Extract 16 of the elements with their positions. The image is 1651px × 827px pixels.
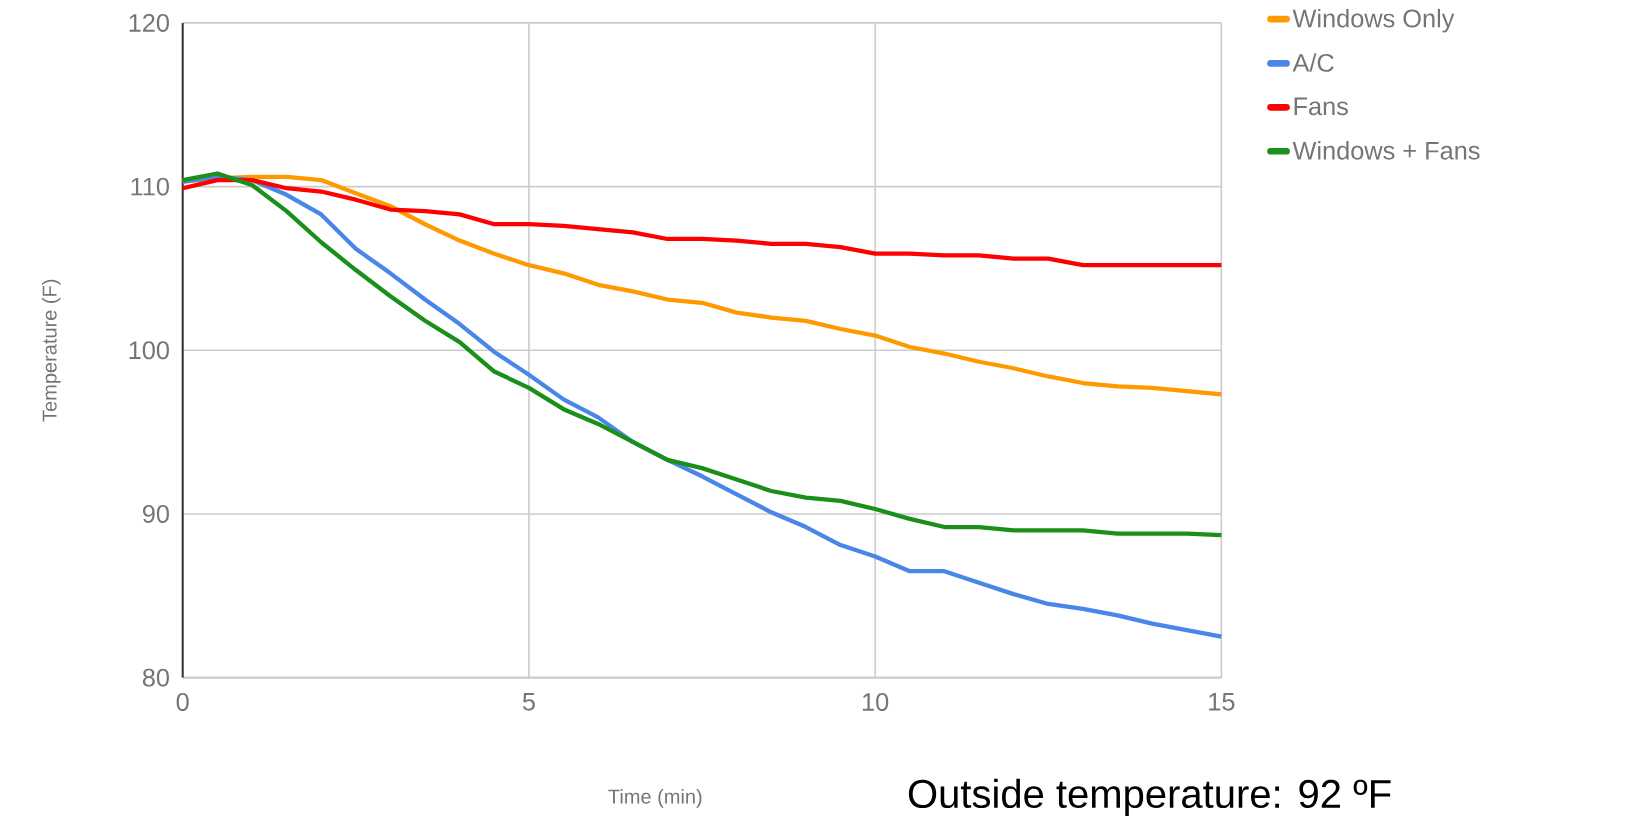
legend-label: A/C (1292, 53, 1334, 72)
x-tick-label: 15 (1209, 693, 1235, 711)
text: Outside temperature: 92 ºF (908, 778, 1391, 817)
x-tick-label: 10 (862, 693, 889, 711)
y-tick-label: 80 (142, 668, 169, 687)
y-tick-label: 90 (142, 504, 169, 523)
y-axis-title: Temperature (F) (41, 279, 61, 422)
x-axis-title: Time (min) (608, 789, 702, 808)
y-tick-label: 100 (129, 341, 169, 360)
y-tick-label: 110 (131, 177, 169, 196)
legend-label: Windows + Fans (1292, 141, 1480, 160)
y-tick-label: 120 (129, 13, 169, 32)
x-tick-label: 0 (176, 693, 189, 711)
legend-label: Windows Only (1292, 8, 1455, 33)
x-tick-label: 5 (522, 693, 535, 711)
legend-label: Fans (1294, 97, 1348, 116)
